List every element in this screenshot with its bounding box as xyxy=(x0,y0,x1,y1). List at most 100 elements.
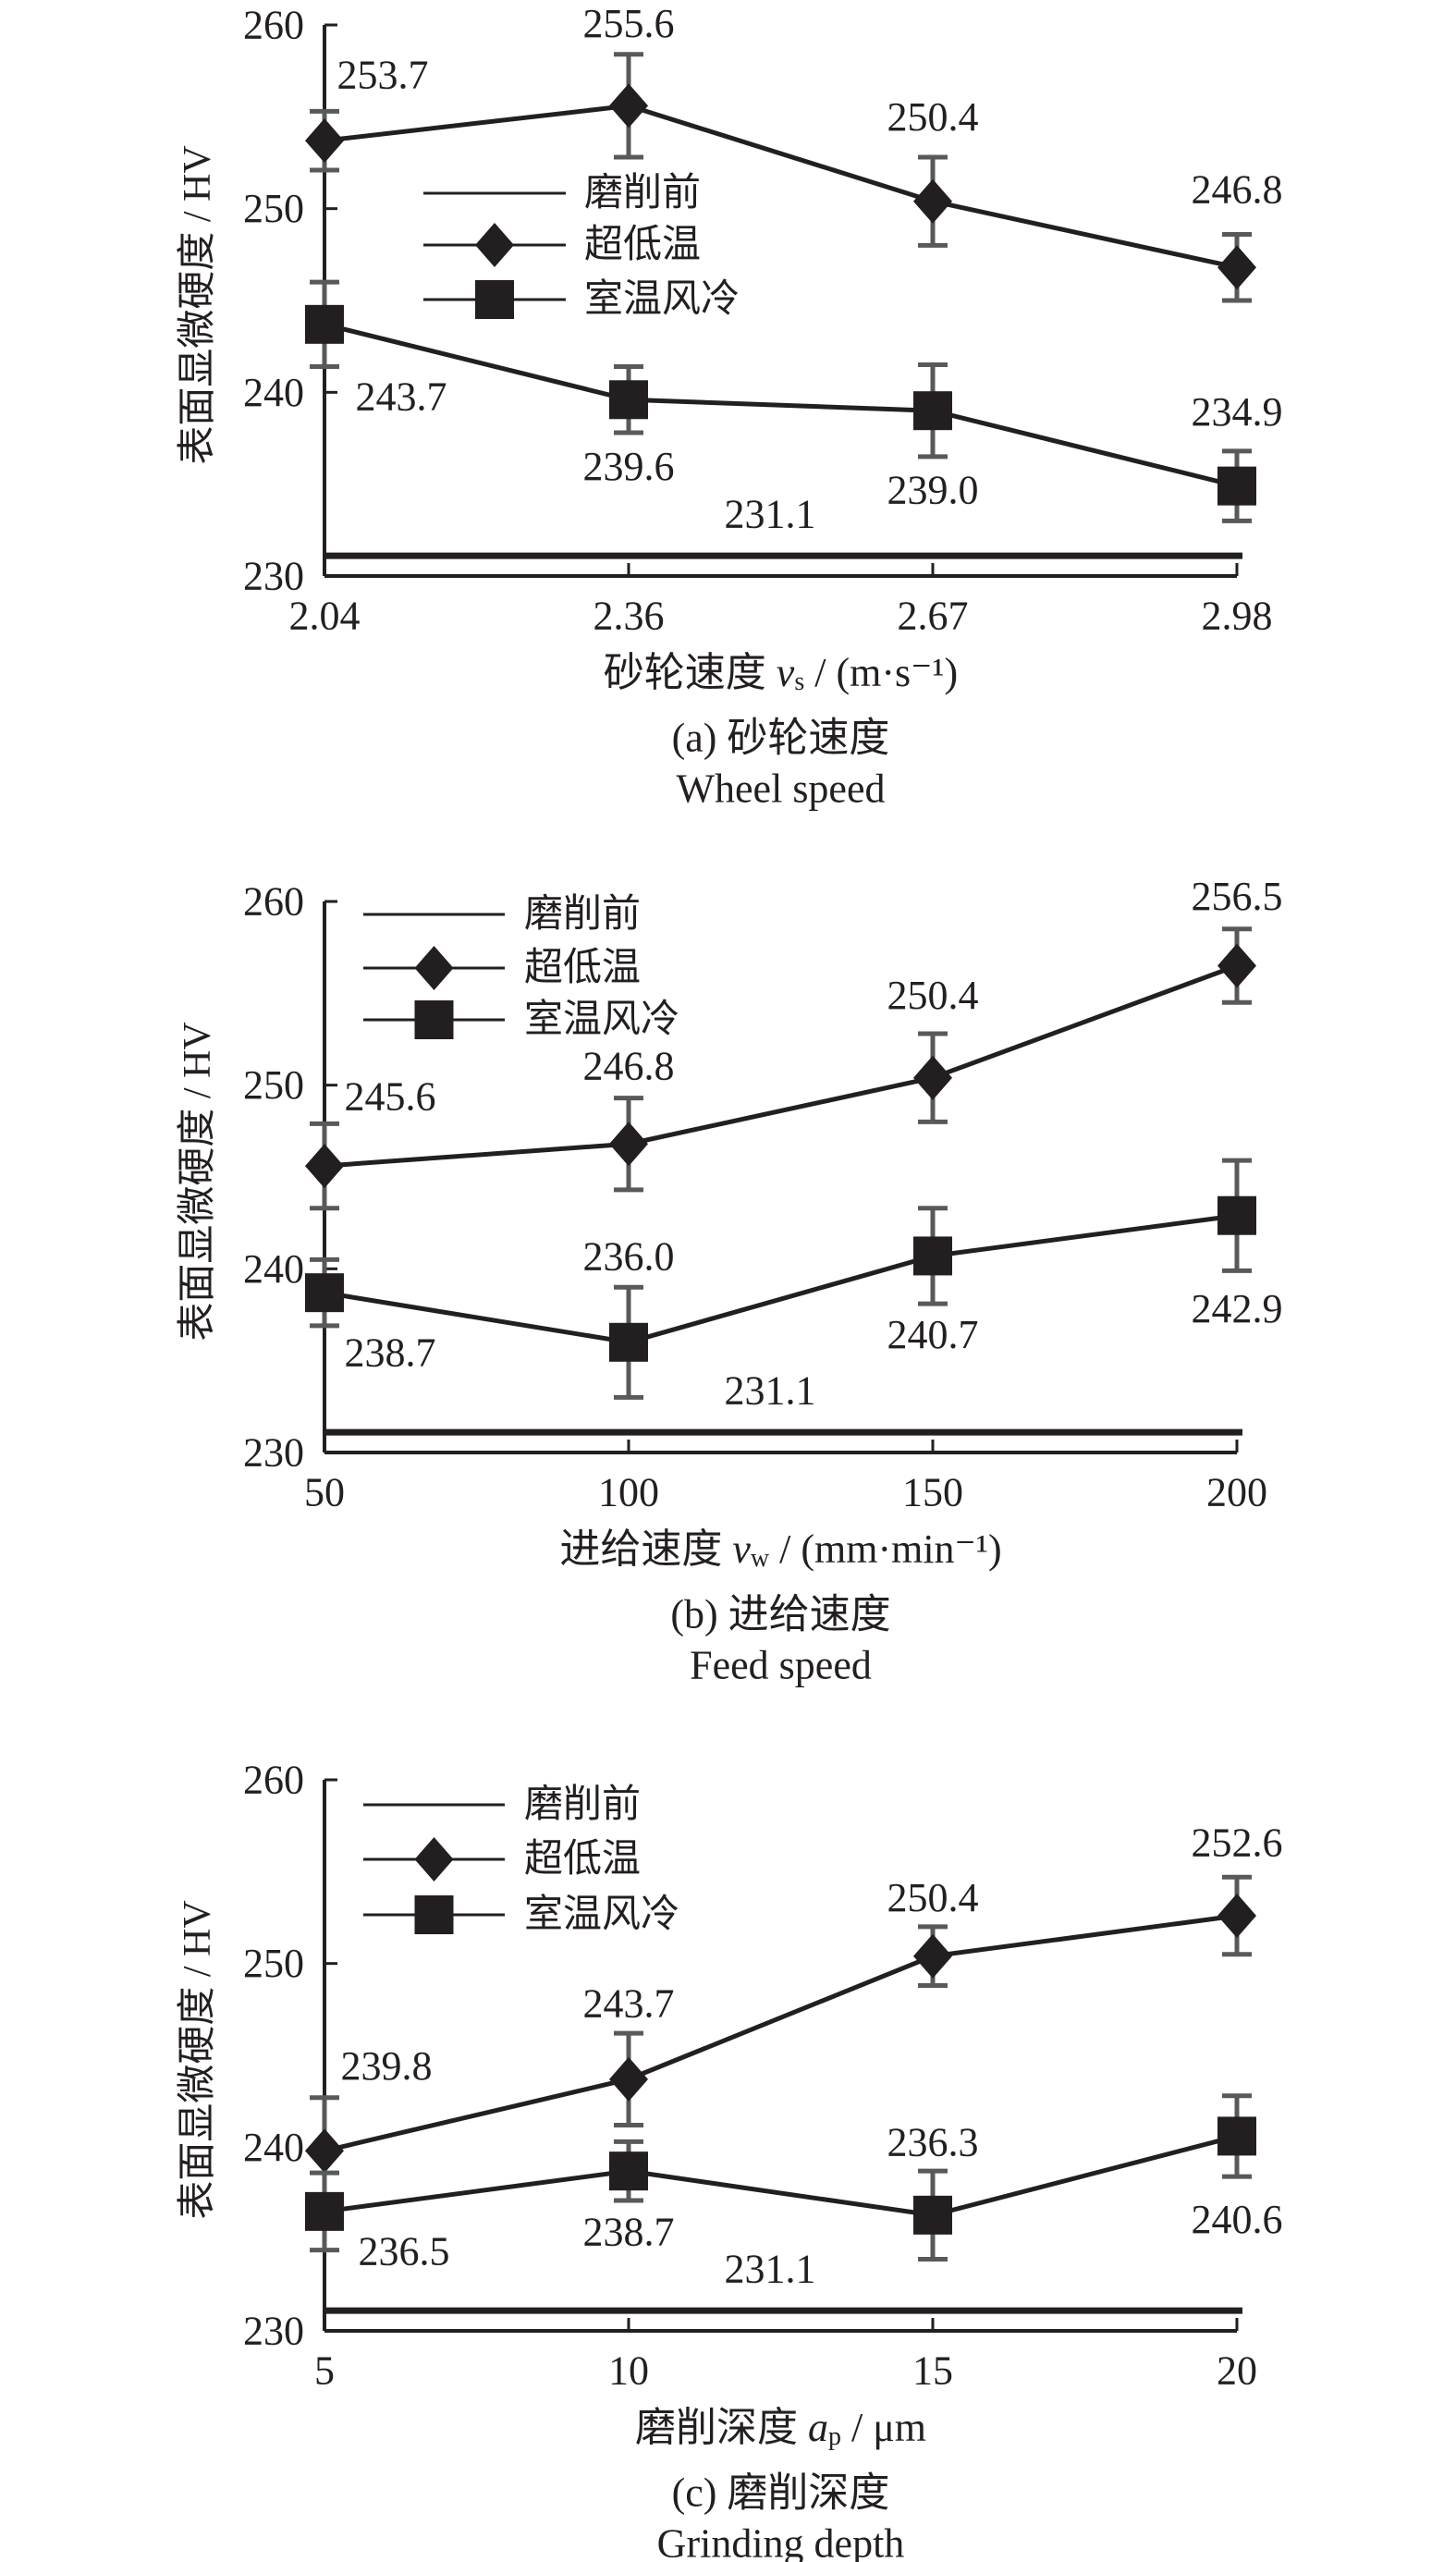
square-marker xyxy=(1217,466,1256,506)
x-tick-label: 2.36 xyxy=(593,594,665,639)
x-axis-title-subscript: s xyxy=(794,668,804,696)
x-axis-title-symbol: a xyxy=(808,2405,828,2450)
square-marker xyxy=(1217,2116,1256,2156)
series-ultra-low-temp: 253.7 255.6 250.4 246.8 xyxy=(305,1,1283,303)
y-tick-label: 240 xyxy=(243,1246,304,1292)
legend-diamond-marker xyxy=(414,946,454,990)
series-line xyxy=(324,103,1238,270)
diamond-marker xyxy=(305,1144,344,1189)
square-marker xyxy=(609,380,648,420)
series-line xyxy=(324,2133,1238,2218)
y-tick-label: 260 xyxy=(243,879,304,925)
caption-english: Grinding depth xyxy=(657,2521,905,2562)
data-label: 239.0 xyxy=(887,468,979,513)
diamond-marker xyxy=(305,118,344,164)
x-axis-title-unit: / (m·s⁻¹) xyxy=(804,650,958,695)
data-label: 240.7 xyxy=(887,1312,979,1357)
series-line xyxy=(324,1913,1238,2153)
x-tick-label: 2.98 xyxy=(1202,594,1273,639)
y-axis-title: 表面显微硬度 / HV xyxy=(177,1022,219,1341)
legend-label: 超低温 xyxy=(524,1838,641,1881)
data-label: 250.4 xyxy=(887,1875,979,1920)
x-tick-label: 200 xyxy=(1206,1470,1267,1515)
x-axis-title-unit: / μm xyxy=(841,2405,926,2450)
square-marker xyxy=(305,304,344,344)
caption-english: Feed speed xyxy=(690,1643,872,1688)
data-label: 245.6 xyxy=(345,1074,436,1120)
y-tick-label: 250 xyxy=(243,186,304,231)
x-axis-title-symbol: v xyxy=(732,1526,751,1572)
caption: (a) 砂轮速度 xyxy=(672,716,890,761)
square-marker xyxy=(609,1322,648,1362)
data-label: 239.6 xyxy=(583,444,675,489)
x-axis-title-unit: / (mm·min⁻¹) xyxy=(769,1526,1002,1572)
legend-label: 室温风冷 xyxy=(524,998,679,1041)
data-label: 236.3 xyxy=(887,2119,979,2164)
square-marker xyxy=(913,2195,952,2235)
y-tick-label: 260 xyxy=(243,1758,304,1803)
x-axis-title-prefix: 进给速度 xyxy=(559,1526,732,1572)
data-label: 238.7 xyxy=(345,1330,436,1376)
series-ultra-low-temp: 245.6 246.8 250.4 256.5 xyxy=(305,874,1283,1211)
caption-english: Wheel speed xyxy=(677,766,886,812)
diamond-marker xyxy=(1217,943,1256,988)
x-axis-title-prefix: 砂轮速度 xyxy=(604,650,777,695)
x-axis-title: 进给速度 vw / (mm·min⁻¹) xyxy=(559,1526,1001,1573)
diamond-marker xyxy=(913,1055,952,1100)
data-label: 252.6 xyxy=(1192,1820,1283,1866)
x-tick-label: 2.67 xyxy=(898,594,969,639)
legend-square-marker xyxy=(414,1000,454,1039)
y-tick-label: 230 xyxy=(243,2309,304,2354)
chart-c: 230 240 250 260 5 10 15 20 表面显微硬度 / HV 磨削深度 ap / … xyxy=(177,1758,1283,2562)
x-tick-label: 10 xyxy=(608,2348,649,2394)
diamond-marker xyxy=(913,1933,952,1979)
series-line xyxy=(324,963,1238,1169)
legend-label: 磨削前 xyxy=(524,893,641,936)
square-marker xyxy=(1217,1195,1256,1235)
y-tick-label: 240 xyxy=(243,370,304,415)
data-label: 238.7 xyxy=(583,2210,675,2255)
data-label: 234.9 xyxy=(1192,389,1283,435)
x-axis-title: 砂轮速度 vs / (m·s⁻¹) xyxy=(604,650,958,696)
y-tick-label: 260 xyxy=(243,3,304,48)
chart-a: 230 240 250 260 2.04 2.36 2.67 2.98 表面显微硬度 / HV 砂… xyxy=(177,1,1283,812)
x-axis-title-subscript: p xyxy=(828,2422,841,2451)
x-tick-label: 5 xyxy=(314,2348,335,2394)
x-tick-label: 50 xyxy=(304,1470,345,1515)
legend-label: 超低温 xyxy=(584,224,701,266)
series-ultra-low-temp: 239.8 243.7 250.4 252.6 xyxy=(305,1820,1283,2207)
y-tick-label: 230 xyxy=(243,554,304,599)
y-axis-title: 表面显微硬度 / HV xyxy=(177,145,219,464)
diamond-marker xyxy=(609,2056,648,2102)
x-tick-label: 150 xyxy=(902,1470,963,1515)
data-label: 236.0 xyxy=(583,1233,675,1279)
y-tick-label: 250 xyxy=(243,1941,304,1986)
diamond-marker xyxy=(305,2128,344,2174)
square-marker xyxy=(913,1236,952,1276)
data-label: 243.7 xyxy=(356,374,447,419)
y-tick-label: 250 xyxy=(243,1062,304,1108)
data-label: 240.6 xyxy=(1192,2197,1283,2242)
legend-label: 磨削前 xyxy=(584,172,701,215)
legend-label: 室温风冷 xyxy=(524,1893,679,1936)
legend-label: 超低温 xyxy=(524,947,641,989)
series-room-temp-air: 243.7 239.6 239.0 234.9 xyxy=(305,279,1283,523)
legend-label: 磨削前 xyxy=(524,1784,641,1826)
diamond-marker xyxy=(1217,1894,1256,1939)
data-label: 236.5 xyxy=(359,2228,450,2274)
x-tick-label: 100 xyxy=(598,1470,659,1515)
diamond-marker xyxy=(913,178,952,224)
legend-label: 室温风冷 xyxy=(584,277,740,321)
baseline-label: 231.1 xyxy=(725,1368,816,1414)
data-label: 256.5 xyxy=(1192,874,1283,919)
x-axis-title-symbol: v xyxy=(777,650,795,695)
square-marker xyxy=(305,2191,344,2231)
legend-square-marker xyxy=(475,280,514,319)
legend-diamond-marker xyxy=(414,1837,454,1882)
series-room-temp-air: 238.7 236.0 240.7 242.9 xyxy=(305,1158,1283,1400)
y-axis-title: 表面显微硬度 / HV xyxy=(177,1900,219,2219)
legend-square-marker xyxy=(414,1895,454,1934)
